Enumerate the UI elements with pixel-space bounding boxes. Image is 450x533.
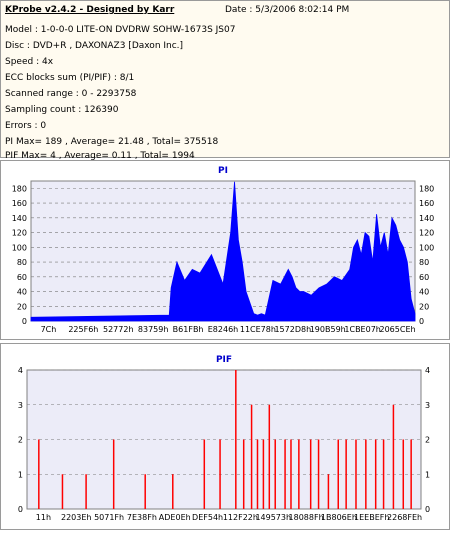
y-tick-label-right: 120 [419, 229, 434, 238]
y-tick-label-right: 3 [425, 401, 430, 410]
y-tick-label-right: 60 [419, 273, 429, 282]
y-tick-label-left: 1 [18, 470, 23, 479]
y-tick-label-right: 80 [419, 258, 429, 267]
info-pif-summary: PIF Max= 4 , Average= 0.11 , Total= 1994 [5, 151, 195, 161]
x-tick-label: 149573h [255, 513, 291, 522]
x-tick-label: 2268FEh [387, 513, 422, 522]
x-tick-label: 1CBE07h [344, 325, 380, 334]
x-tick-label: 1B806Eh [321, 513, 357, 522]
y-tick-label-right: 20 [419, 302, 429, 311]
x-tick-label: ADE0Eh [159, 513, 191, 522]
x-tick-label: 1EEBEFh [354, 513, 389, 522]
scan-date: Date : 5/3/2006 8:02:14 PM [225, 5, 350, 15]
info-ecc: ECC blocks sum (PI/PIF) : 8/1 [5, 73, 135, 83]
y-tick-label-left: 100 [12, 243, 27, 252]
y-tick-label-left: 160 [12, 199, 27, 208]
y-tick-label-right: 180 [419, 184, 434, 193]
pif-chart-panel: PIF 0 0 1 1 2 2 3 3 4 4 11h 2203Eh 5071Fh 7E38Fh ADE0Eh… [0, 343, 450, 530]
y-tick-label-left: 60 [17, 273, 27, 282]
chart-title: PI [218, 166, 228, 176]
y-tick-label-left: 180 [12, 184, 27, 193]
y-tick-label-left: 0 [18, 505, 23, 514]
y-tick-label-left: 2 [18, 436, 23, 445]
info-pi-summary: PI Max= 189 , Average= 21.48 , Total= 37… [5, 137, 219, 147]
x-tick-label: 7E38Fh [127, 513, 157, 522]
y-tick-label-left: 20 [17, 302, 27, 311]
y-tick-label-right: 140 [419, 214, 434, 223]
y-tick-label-left: 120 [12, 229, 27, 238]
x-tick-label: DEF54h [192, 513, 223, 522]
y-tick-label-right: 0 [425, 505, 430, 514]
x-tick-label: 7Ch [41, 325, 57, 334]
x-tick-label: 11h [36, 513, 51, 522]
x-tick-label: 1572D8h [274, 325, 311, 334]
pi-chart: PI 0 0 20 20 40 40 60 60 80 80 100 100 120 120 140 140 16… [12, 166, 435, 334]
info-speed: Speed : 4x [5, 57, 54, 67]
info-disc: Disc : DVD+R , DAXONAZ3 [Daxon Inc.] [5, 41, 184, 51]
x-tick-label: 5071Fh [94, 513, 124, 522]
app-title: KProbe v2.4.2 - Designed by Karr [5, 5, 175, 15]
x-tick-label: 2203Eh [61, 513, 91, 522]
y-tick-label-left: 140 [12, 214, 27, 223]
x-tick-label: E8246h [208, 325, 238, 334]
info-model: Model : 1-0-0-0 LITE-ON DVDRW SOHW-1673S… [5, 25, 236, 35]
pi-series-area [30, 181, 416, 322]
x-tick-label: 11CE78h [240, 325, 276, 334]
x-tick-label: 112F22h [223, 513, 258, 522]
x-tick-label: 18088Fh [289, 513, 324, 522]
x-tick-label: 2065CEh [380, 325, 416, 334]
chart-title: PIF [216, 355, 232, 365]
y-tick-label-right: 160 [419, 199, 434, 208]
x-tick-label: B61FBh [173, 325, 204, 334]
x-tick-label: 83759h [138, 325, 169, 334]
y-tick-label-left: 80 [17, 258, 27, 267]
x-tick-label: 52772h [103, 325, 134, 334]
info-errors: Errors : 0 [5, 121, 47, 131]
y-tick-label-right: 4 [425, 366, 430, 375]
y-tick-label-right: 1 [425, 470, 430, 479]
y-tick-label-right: 0 [419, 317, 424, 326]
info-panel: KProbe v2.4.2 - Designed by Karr Date : … [0, 0, 450, 161]
y-tick-label-left: 0 [22, 317, 27, 326]
x-tick-label: 190B59h [310, 325, 346, 334]
y-tick-label-left: 4 [18, 366, 23, 375]
info-scanned-range: Scanned range : 0 - 2293758 [5, 89, 137, 99]
y-tick-label-right: 40 [419, 288, 429, 297]
pi-chart-panel: PI 0 0 20 20 40 40 60 60 80 80 100 100 120 120 140 140 16… [0, 160, 450, 340]
info-sampling-count: Sampling count : 126390 [5, 105, 119, 115]
y-tick-label-right: 100 [419, 243, 434, 252]
y-tick-label-left: 40 [17, 288, 27, 297]
pif-chart: PIF 0 0 1 1 2 2 3 3 4 4 11h 2203Eh 5071Fh 7E38Fh ADE0Eh… [18, 355, 430, 522]
x-tick-label: 225F6h [68, 325, 98, 334]
y-tick-label-right: 2 [425, 436, 430, 445]
y-tick-label-left: 3 [18, 401, 23, 410]
